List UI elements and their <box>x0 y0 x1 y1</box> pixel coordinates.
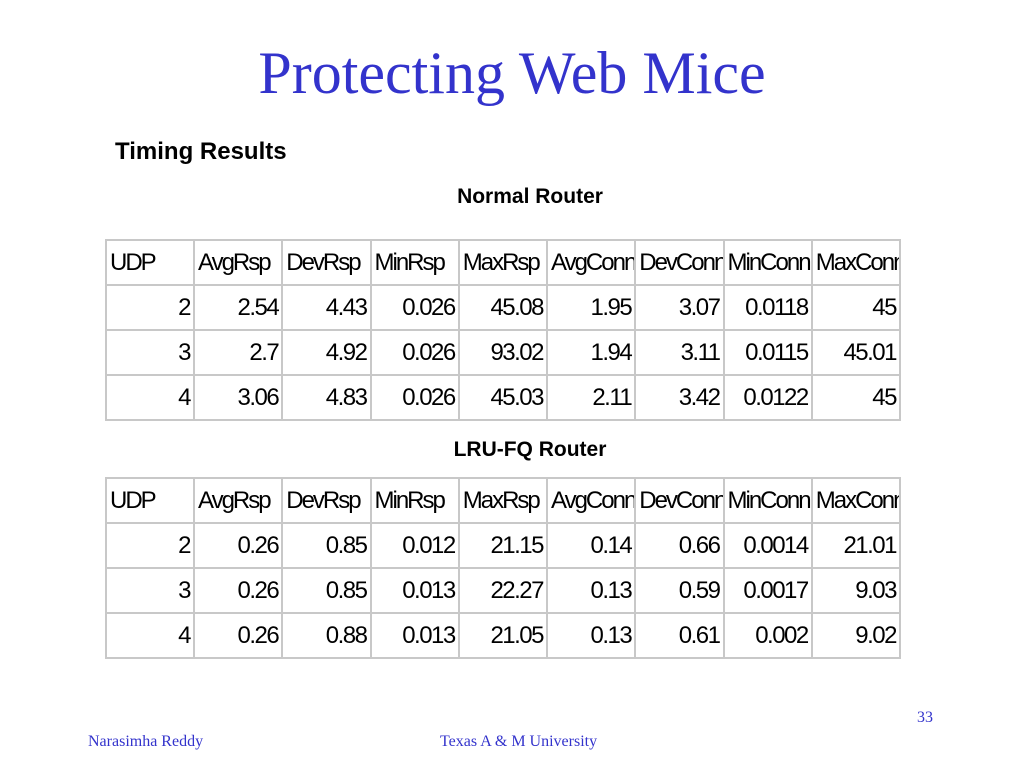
table-cell: 0.0115 <box>722 329 813 376</box>
header-cell: MinConn <box>722 477 813 524</box>
table-cell: 0.26 <box>192 567 284 614</box>
table-cell: 45 <box>810 284 902 331</box>
header-cell: DevRsp <box>281 477 372 524</box>
header-cell: AvgConn <box>545 239 637 286</box>
table-row: 4 3.06 4.83 0.026 45.03 2.11 3.42 0.0122… <box>105 374 902 421</box>
table-cell: 3.07 <box>634 284 725 331</box>
header-cell: UDP <box>105 477 195 524</box>
header-cell: MinRsp <box>369 239 460 286</box>
table-row: 3 0.26 0.85 0.013 22.27 0.13 0.59 0.0017… <box>105 567 902 614</box>
table-cell: 2.7 <box>192 329 284 376</box>
slide-subtitle: Timing Results <box>115 138 287 165</box>
table-cell: 22.27 <box>457 567 549 614</box>
table-cell: 0.026 <box>369 329 460 376</box>
lru-fq-router-caption: LRU-FQ Router <box>453 438 607 461</box>
table-cell: 21.01 <box>810 522 902 569</box>
table-cell: 0.026 <box>369 374 460 421</box>
table-cell: 4.43 <box>281 284 372 331</box>
header-cell: MaxConn <box>810 477 902 524</box>
table-cell: 2 <box>105 522 195 569</box>
table-cell: 93.02 <box>457 329 549 376</box>
table-cell: 3.06 <box>192 374 284 421</box>
table-cell: 3 <box>105 329 195 376</box>
table-row: 4 0.26 0.88 0.013 21.05 0.13 0.61 0.002 … <box>105 612 902 659</box>
table-cell: 45.01 <box>810 329 902 376</box>
header-cell: MinConn <box>722 239 813 286</box>
header-cell: AvgRsp <box>192 477 284 524</box>
normal-router-table: UDP AvgRsp DevRsp MinRsp MaxRsp AvgConn … <box>105 239 902 421</box>
table-cell: 2.54 <box>192 284 284 331</box>
table-cell: 9.02 <box>810 612 902 659</box>
table-cell: 3 <box>105 567 195 614</box>
table-cell: 21.15 <box>457 522 549 569</box>
table-cell: 0.26 <box>192 612 284 659</box>
table-cell: 9.03 <box>810 567 902 614</box>
table-cell: 45 <box>810 374 902 421</box>
table-cell: 0.0122 <box>722 374 813 421</box>
table-row: 2 2.54 4.43 0.026 45.08 1.95 3.07 0.0118… <box>105 284 902 331</box>
header-cell: DevConn <box>634 239 725 286</box>
header-cell: MinRsp <box>369 477 460 524</box>
lru-fq-router-table: UDP AvgRsp DevRsp MinRsp MaxRsp AvgConn … <box>105 477 902 659</box>
table-cell: 0.61 <box>634 612 725 659</box>
table-cell: 0.14 <box>545 522 637 569</box>
page-number: 33 <box>917 709 933 726</box>
table-cell: 0.026 <box>369 284 460 331</box>
table-cell: 0.002 <box>722 612 813 659</box>
header-cell: MaxRsp <box>457 477 549 524</box>
header-cell: AvgConn <box>545 477 637 524</box>
table-row: 3 2.7 4.92 0.026 93.02 1.94 3.11 0.0115 … <box>105 329 902 376</box>
header-cell: AvgRsp <box>192 239 284 286</box>
table-cell: 1.95 <box>545 284 637 331</box>
slide-title: Protecting Web Mice <box>258 40 766 106</box>
table-cell: 0.013 <box>369 612 460 659</box>
header-cell: MaxRsp <box>457 239 549 286</box>
table-cell: 0.85 <box>281 522 372 569</box>
table-cell: 0.012 <box>369 522 460 569</box>
header-cell: DevConn <box>634 477 725 524</box>
table-cell: 0.26 <box>192 522 284 569</box>
table-cell: 0.0014 <box>722 522 813 569</box>
footer-institution: Texas A & M University <box>440 733 598 750</box>
table-cell: 0.88 <box>281 612 372 659</box>
table-cell: 0.13 <box>545 567 637 614</box>
normal-router-caption: Normal Router <box>457 185 603 208</box>
header-cell: DevRsp <box>281 239 372 286</box>
table-cell: 4.92 <box>281 329 372 376</box>
table-row: 2 0.26 0.85 0.012 21.15 0.14 0.66 0.0014… <box>105 522 902 569</box>
table-cell: 3.11 <box>634 329 725 376</box>
table-cell: 1.94 <box>545 329 637 376</box>
table-cell: 0.59 <box>634 567 725 614</box>
footer-author: Narasimha Reddy <box>88 733 204 750</box>
table-cell: 2 <box>105 284 195 331</box>
table-cell: 4 <box>105 612 195 659</box>
table-cell: 4 <box>105 374 195 421</box>
table-cell: 0.013 <box>369 567 460 614</box>
table-cell: 21.05 <box>457 612 549 659</box>
table-cell: 0.85 <box>281 567 372 614</box>
table-cell: 0.13 <box>545 612 637 659</box>
table-header-row: UDP AvgRsp DevRsp MinRsp MaxRsp AvgConn … <box>105 239 902 286</box>
table-cell: 0.0118 <box>722 284 813 331</box>
table-header-row: UDP AvgRsp DevRsp MinRsp MaxRsp AvgConn … <box>105 477 902 524</box>
table-cell: 2.11 <box>545 374 637 421</box>
table-cell: 0.66 <box>634 522 725 569</box>
table-cell: 4.83 <box>281 374 372 421</box>
table-cell: 3.42 <box>634 374 725 421</box>
table-cell: 0.0017 <box>722 567 813 614</box>
header-cell: MaxConn <box>810 239 902 286</box>
header-cell: UDP <box>105 239 195 286</box>
table-cell: 45.03 <box>457 374 549 421</box>
table-cell: 45.08 <box>457 284 549 331</box>
